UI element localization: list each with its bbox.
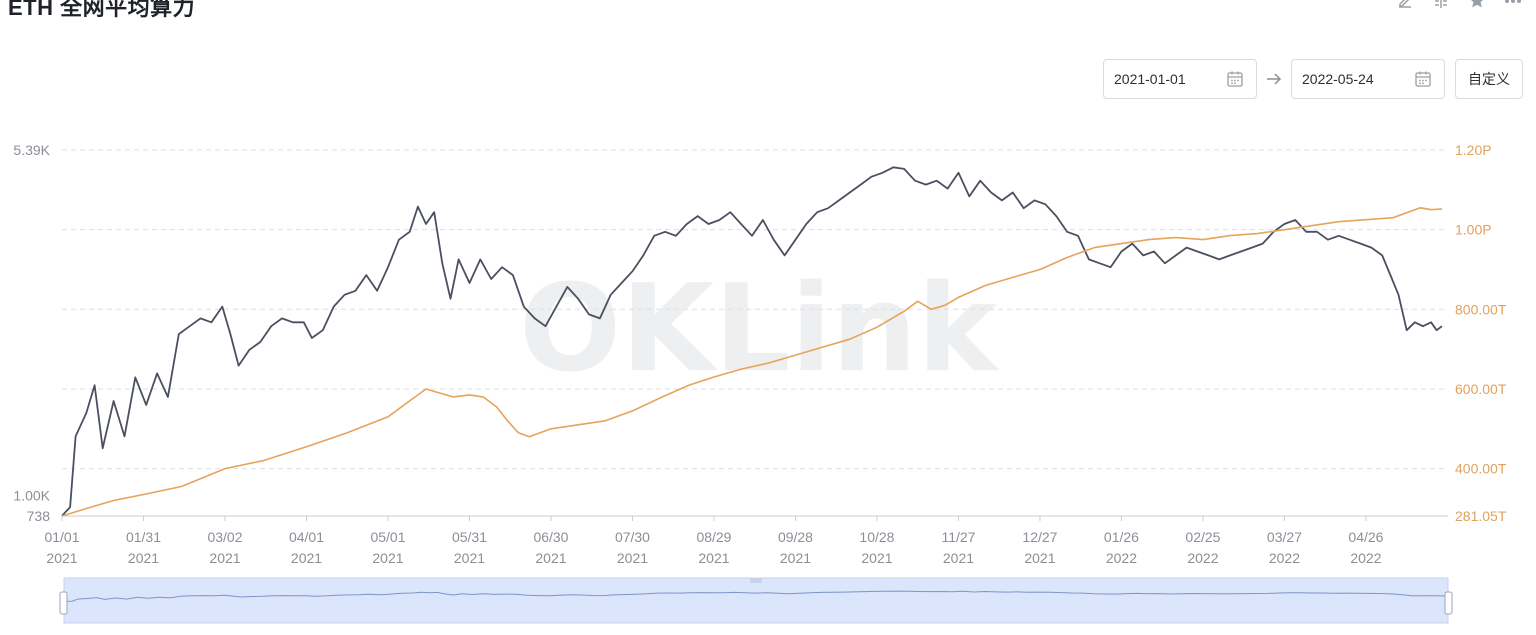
page-title: ETH 全网平均算力 [8,0,196,20]
x-tick-label: 03/02 [207,529,242,545]
y-left-tick-label: 738 [27,508,51,524]
navigator-line [63,590,1449,602]
x-tick-label: 2021 [861,550,892,566]
navigator-drag-grip[interactable] [750,578,762,583]
y-right-tick-label: 600.00T [1455,381,1507,397]
x-tick-label: 12/27 [1022,529,1057,545]
x-tick-label: 02/25 [1185,529,1220,545]
x-tick-label: 10/28 [859,529,894,545]
edit-icon[interactable] [1396,0,1414,10]
x-tick-label: 01/31 [126,529,161,545]
start-date-value: 2021-01-01 [1114,71,1186,87]
x-tick-label: 2021 [943,550,974,566]
x-tick-label: 2021 [291,550,322,566]
x-tick-label: 2022 [1187,550,1218,566]
custom-range-button[interactable]: 自定义 [1455,59,1523,99]
date-range-picker: 2021-01-01 2022-05-24 自定义 [1103,59,1523,99]
more-icon[interactable] [1504,0,1522,10]
y-right-tick-label: 1.00P [1455,222,1492,238]
x-tick-label: 05/31 [452,529,487,545]
x-tick-label: 06/30 [533,529,568,545]
watermark-text: OKLink [519,260,1000,399]
x-tick-label: 04/01 [289,529,324,545]
compare-icon[interactable] [1432,0,1450,10]
x-tick-label: 08/29 [696,529,731,545]
calendar-icon [1414,70,1432,88]
x-tick-label: 2021 [617,550,648,566]
x-tick-label: 2021 [372,550,403,566]
navigator-handle-right[interactable] [1444,591,1453,615]
arrow-right-icon [1265,70,1283,88]
y-left-tick-label: 1.00K [13,487,50,503]
star-icon[interactable] [1468,0,1486,10]
x-tick-label: 2021 [454,550,485,566]
x-tick-label: 2022 [1350,550,1381,566]
series-line-left [61,166,1443,517]
series-line-right [61,207,1443,517]
x-tick-label: 03/27 [1267,529,1302,545]
y-right-tick-label: 1.20P [1455,142,1492,158]
x-tick-label: 2021 [535,550,566,566]
x-tick-label: 09/28 [778,529,813,545]
start-date-field[interactable]: 2021-01-01 [1103,59,1257,99]
x-tick-label: 01/26 [1104,529,1139,545]
y-right-tick-label: 800.00T [1455,301,1507,317]
range-navigator[interactable] [63,577,1449,624]
x-tick-label: 2021 [1024,550,1055,566]
x-tick-label: 2022 [1106,550,1137,566]
x-tick-label: 2021 [128,550,159,566]
calendar-icon [1226,70,1244,88]
x-tick-label: 2021 [209,550,240,566]
x-tick-label: 11/27 [941,529,975,545]
x-tick-label: 05/01 [370,529,405,545]
y-right-tick-label: 281.05T [1455,508,1507,524]
x-tick-label: 04/26 [1348,529,1383,545]
end-date-field[interactable]: 2022-05-24 [1291,59,1445,99]
y-left-tick-label: 5.39K [13,142,50,158]
chart-toolbar [1396,0,1522,10]
end-date-value: 2022-05-24 [1302,71,1374,87]
x-tick-label: 2021 [698,550,729,566]
x-tick-label: 2021 [46,550,77,566]
x-tick-label: 07/30 [615,529,650,545]
x-tick-label: 2021 [780,550,811,566]
x-tick-label: 2022 [1269,550,1300,566]
x-tick-label: 01/01 [44,529,79,545]
y-right-tick-label: 400.00T [1455,461,1507,477]
navigator-handle-left[interactable] [59,591,68,615]
